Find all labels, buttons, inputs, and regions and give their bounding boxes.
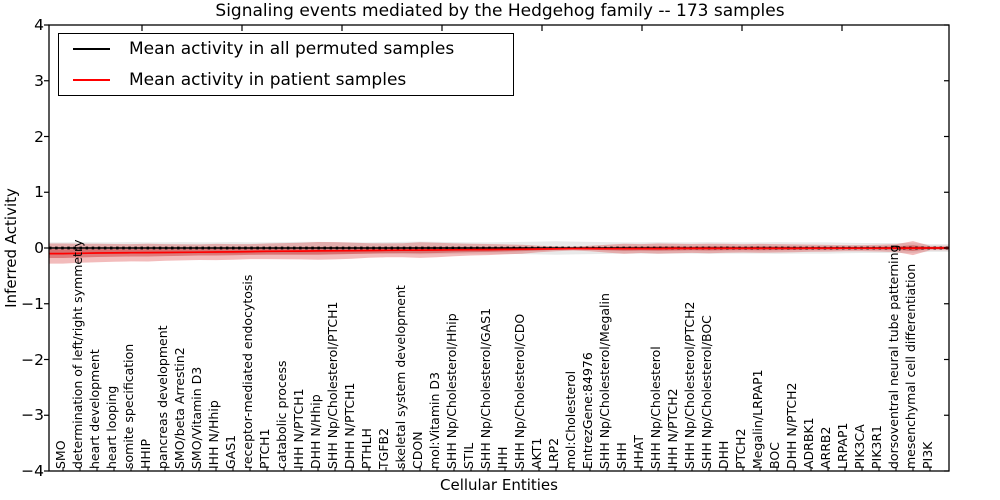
legend-line-black-icon bbox=[73, 48, 110, 51]
x-tick-label: Megalin/LRPAP1 bbox=[750, 369, 765, 469]
x-tick-label: TGFB2 bbox=[376, 427, 391, 469]
x-tick-label: heart looping bbox=[104, 385, 119, 469]
x-tick-label: ADRBK1 bbox=[801, 417, 816, 469]
y-tick-label: −1 bbox=[21, 294, 44, 313]
x-tick-label: pancreas development bbox=[155, 325, 170, 469]
x-tick-label: somite specification bbox=[121, 343, 136, 469]
y-tick-label: 0 bbox=[34, 239, 44, 257]
x-tick-label: SMO bbox=[53, 440, 68, 469]
y-tick-label: −2 bbox=[21, 350, 44, 369]
y-tick-label: 2 bbox=[34, 127, 44, 146]
legend-line-red-icon bbox=[73, 78, 110, 81]
legend-item-permuted: Mean activity in all permuted samples bbox=[73, 39, 513, 59]
x-tick-label: SHH bbox=[614, 442, 629, 469]
x-tick-label: SHH Np/Cholesterol/CDO bbox=[512, 313, 527, 469]
x-tick-label: SHH Np/Cholesterol/BOC bbox=[699, 315, 714, 469]
x-tick-label: SHH Np/Cholesterol/Hhip bbox=[444, 313, 459, 469]
x-tick-label: DHH N/Hhip bbox=[308, 394, 323, 469]
x-tick-label: SHH Np/Cholesterol/PTCH1 bbox=[325, 301, 340, 470]
x-tick-label: EntrezGene:84976 bbox=[580, 352, 595, 469]
y-tick-label: 1 bbox=[34, 183, 44, 202]
legend-item-patient: Mean activity in patient samples bbox=[73, 70, 513, 90]
x-tick-label: dorsoventral neural tube patterning bbox=[886, 244, 901, 470]
legend: Mean activity in all permuted samples Me… bbox=[58, 33, 514, 96]
y-tick-label: 4 bbox=[34, 16, 44, 34]
x-tick-label: SMO/Vitamin D3 bbox=[189, 366, 204, 469]
band-patient-samples-spread-outer bbox=[49, 241, 949, 264]
legend-label-permuted: Mean activity in all permuted samples bbox=[129, 39, 455, 60]
x-tick-label: GAS1 bbox=[223, 434, 238, 469]
x-tick-label: LRPAP1 bbox=[835, 422, 850, 469]
x-tick-label: PI3K bbox=[920, 441, 935, 469]
x-tick-label: determination of left/right symmetry bbox=[70, 239, 85, 470]
x-tick-label: mol:Cholesterol bbox=[563, 370, 578, 469]
x-tick-label: HHIP bbox=[138, 438, 153, 469]
x-tick-label: SMO/beta Arrestin2 bbox=[172, 347, 187, 469]
x-tick-label: IHH N/PTCH1 bbox=[291, 388, 306, 469]
x-tick-label: CDON bbox=[410, 431, 425, 469]
x-tick-label: DHH bbox=[716, 440, 731, 469]
x-tick-label: SHH Np/Cholesterol bbox=[648, 346, 663, 469]
y-tick-label: −4 bbox=[21, 462, 44, 480]
y-tick-label: 3 bbox=[34, 71, 44, 90]
x-tick-label: receptor-mediated endocytosis bbox=[240, 274, 255, 469]
x-tick-label: mesenchymal cell differentiation bbox=[903, 263, 918, 469]
x-axis-label: Cellular Entities bbox=[440, 476, 558, 494]
x-tick-label: SHH Np/Cholesterol/GAS1 bbox=[478, 307, 493, 469]
x-tick-label: catabolic process bbox=[274, 360, 289, 469]
x-tick-label: mol:Vitamin D3 bbox=[427, 372, 442, 469]
x-tick-label: DHH N/PTCH2 bbox=[784, 382, 799, 469]
x-tick-label: BOC bbox=[767, 442, 782, 469]
x-tick-label: heart development bbox=[87, 349, 102, 469]
x-tick-label: PTHLH bbox=[359, 428, 374, 469]
x-tick-label: PTCH1 bbox=[257, 428, 272, 469]
x-tick-label: SHH Np/Cholesterol/PTCH2 bbox=[682, 301, 697, 470]
x-tick-label: skeletal system development bbox=[393, 285, 408, 469]
x-tick-label: SHH Np/Cholesterol/Megalin bbox=[597, 293, 612, 469]
x-tick-label: IHH N/PTCH2 bbox=[665, 388, 680, 469]
patient-mean-line bbox=[49, 247, 949, 255]
x-tick-label: LRP2 bbox=[546, 437, 561, 469]
x-tick-label: PIK3CA bbox=[852, 424, 867, 469]
x-tick-label: PIK3R1 bbox=[869, 424, 884, 469]
x-tick-label: ARRB2 bbox=[818, 426, 833, 469]
x-tick-label: PTCH2 bbox=[733, 428, 748, 469]
chart-title: Signaling events mediated by the Hedgeho… bbox=[215, 1, 785, 21]
x-tick-label: IHH N/Hhip bbox=[206, 400, 221, 469]
legend-label-patient: Mean activity in patient samples bbox=[129, 69, 407, 90]
y-tick-label: −3 bbox=[21, 406, 44, 425]
x-tick-label: STIL bbox=[461, 442, 476, 469]
x-tick-label: DHH N/PTCH1 bbox=[342, 382, 357, 469]
x-tick-label: AKT1 bbox=[529, 437, 544, 469]
x-tick-label: HHAT bbox=[631, 434, 646, 469]
x-tick-label: IHH bbox=[495, 446, 510, 470]
